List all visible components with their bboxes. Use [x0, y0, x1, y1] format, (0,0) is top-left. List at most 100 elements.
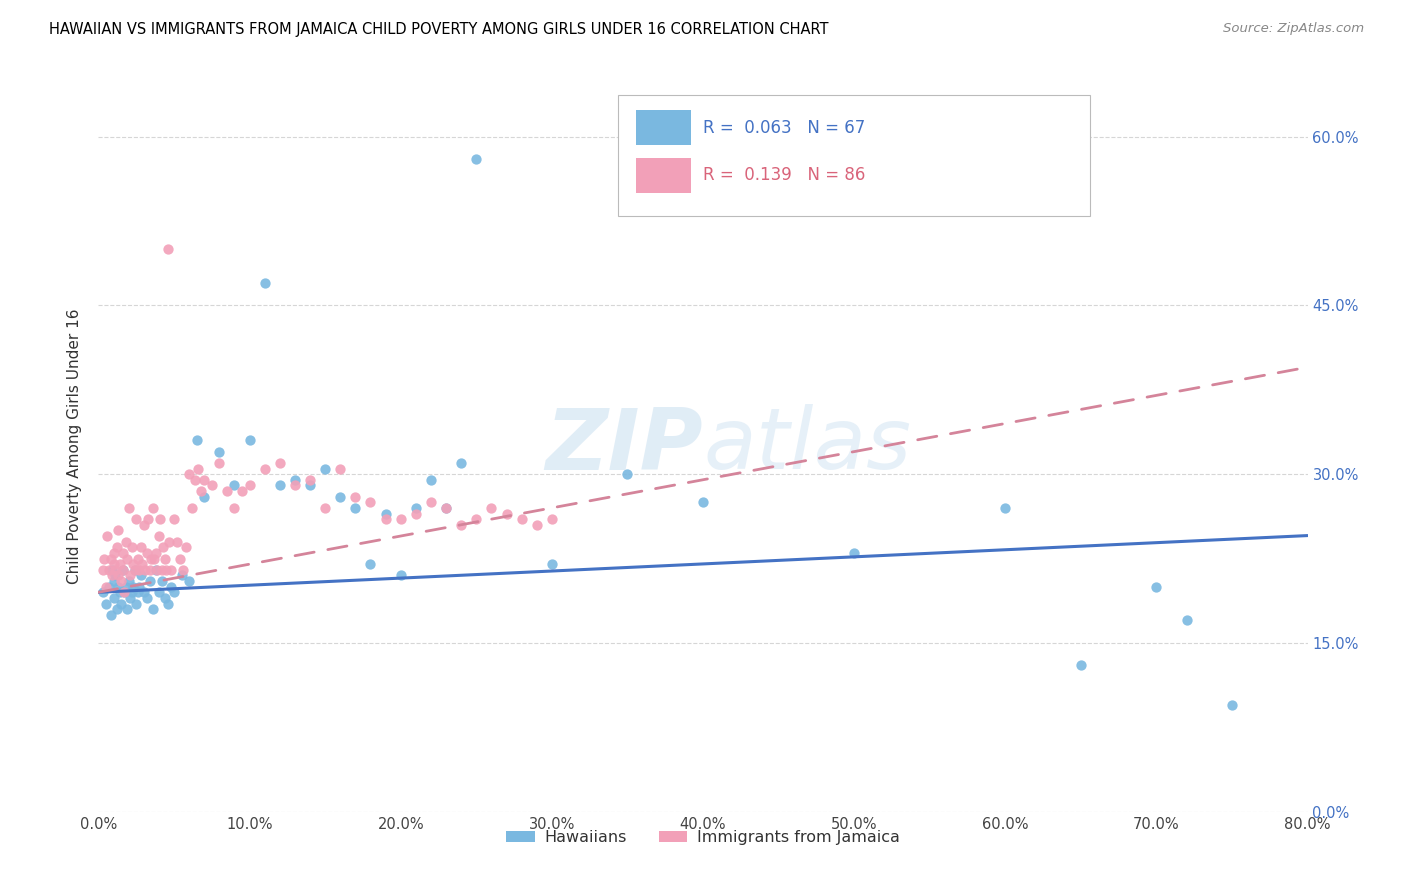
Point — [100, 607, 122, 622]
Point — [540, 512, 562, 526]
Point — [190, 483, 212, 498]
Point — [105, 602, 128, 616]
Point — [284, 478, 307, 492]
Point — [101, 563, 124, 577]
FancyBboxPatch shape — [637, 111, 690, 145]
Point — [314, 500, 336, 515]
Point — [389, 512, 412, 526]
FancyBboxPatch shape — [619, 95, 1090, 216]
Point — [253, 276, 276, 290]
Point — [125, 512, 148, 526]
Point — [124, 563, 146, 577]
Point — [131, 557, 153, 571]
Point — [153, 591, 176, 605]
Point — [111, 563, 134, 577]
Point — [135, 591, 157, 605]
Text: atlas: atlas — [703, 404, 911, 488]
Point — [450, 456, 472, 470]
Y-axis label: Child Poverty Among Girls Under 16: Child Poverty Among Girls Under 16 — [67, 309, 83, 583]
Point — [107, 580, 129, 594]
Point — [405, 500, 427, 515]
Point — [135, 546, 157, 560]
Point — [181, 500, 204, 515]
Point — [156, 597, 179, 611]
Point — [103, 591, 125, 605]
Point — [105, 541, 128, 555]
Point — [1144, 580, 1167, 594]
Point — [128, 563, 150, 577]
Point — [148, 585, 170, 599]
Point — [170, 568, 193, 582]
Point — [360, 495, 382, 509]
Point — [208, 456, 231, 470]
Point — [360, 557, 382, 571]
Point — [329, 490, 352, 504]
Point — [146, 563, 169, 577]
Point — [118, 574, 141, 588]
Point — [108, 585, 131, 599]
Point — [96, 529, 118, 543]
Point — [166, 534, 188, 549]
Point — [145, 546, 167, 560]
Point — [122, 557, 145, 571]
Point — [153, 551, 176, 566]
Point — [160, 580, 183, 594]
Point — [159, 534, 181, 549]
Point — [136, 512, 159, 526]
Point — [93, 551, 115, 566]
Point — [139, 563, 162, 577]
Point — [111, 563, 134, 577]
Point — [148, 529, 170, 543]
Point — [129, 568, 152, 582]
Point — [127, 585, 149, 599]
Point — [420, 495, 443, 509]
Point — [145, 563, 167, 577]
Point — [122, 580, 145, 594]
Point — [329, 461, 352, 475]
Point — [108, 557, 131, 571]
Point — [187, 461, 209, 475]
Point — [1175, 614, 1198, 628]
Point — [91, 563, 114, 577]
Point — [124, 563, 146, 577]
Point — [405, 507, 427, 521]
Point — [150, 574, 173, 588]
Point — [94, 580, 117, 594]
Point — [156, 242, 179, 256]
Point — [107, 568, 129, 582]
Point — [125, 597, 148, 611]
Point — [1070, 658, 1092, 673]
Point — [150, 563, 173, 577]
Point — [284, 473, 307, 487]
Text: ZIP: ZIP — [546, 404, 703, 488]
Point — [208, 444, 231, 458]
FancyBboxPatch shape — [637, 158, 690, 193]
Point — [169, 551, 191, 566]
Point — [115, 602, 138, 616]
Point — [94, 597, 117, 611]
Text: R =  0.139   N = 86: R = 0.139 N = 86 — [703, 167, 865, 185]
Point — [139, 574, 162, 588]
Point — [110, 574, 132, 588]
Point — [128, 580, 150, 594]
Point — [389, 568, 412, 582]
Point — [374, 507, 396, 521]
Point — [184, 473, 207, 487]
Point — [450, 517, 472, 532]
Point — [114, 534, 136, 549]
Point — [253, 461, 276, 475]
Point — [224, 478, 246, 492]
Point — [127, 551, 149, 566]
Point — [163, 585, 186, 599]
Point — [152, 541, 174, 555]
Point — [201, 478, 224, 492]
Point — [510, 512, 533, 526]
Point — [142, 500, 165, 515]
Point — [692, 495, 714, 509]
Point — [299, 473, 322, 487]
Point — [98, 563, 121, 577]
Point — [98, 580, 121, 594]
Point — [132, 517, 155, 532]
Point — [215, 483, 238, 498]
Point — [132, 585, 155, 599]
